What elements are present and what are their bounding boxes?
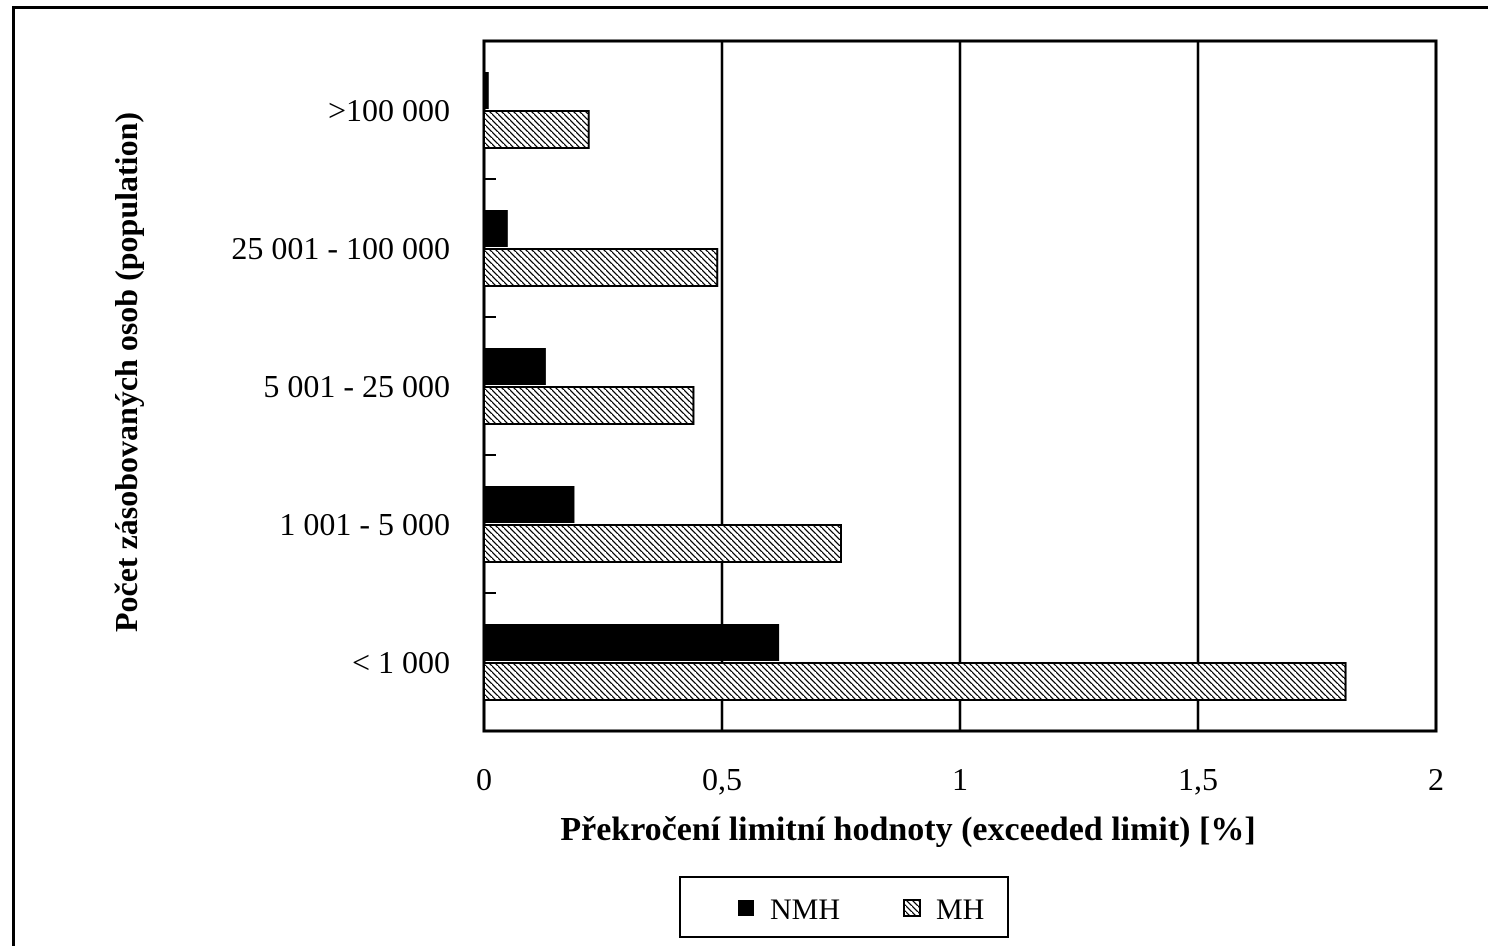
legend-box bbox=[679, 876, 1009, 938]
x-tick-label: 2 bbox=[1428, 761, 1444, 797]
legend-label-mh: MH bbox=[936, 893, 984, 926]
bar-nmh bbox=[484, 72, 489, 109]
y-tick-labels: >100 000 25 001 - 100 000 5 001 - 25 000 1 … bbox=[231, 92, 450, 680]
bar-nmh bbox=[484, 486, 575, 523]
bar-mh bbox=[483, 248, 719, 287]
y-tick-label: < 1 000 bbox=[352, 644, 450, 680]
y-tick-marks bbox=[484, 178, 496, 594]
legend: NMH MH bbox=[679, 876, 1009, 938]
figure-frame bbox=[12, 6, 1488, 946]
legend-swatch-nmh bbox=[738, 900, 754, 916]
bar-nmh bbox=[484, 210, 508, 247]
x-tick-label: 0 bbox=[476, 761, 492, 797]
bars bbox=[483, 72, 1347, 701]
x-axis-title: Překročení limitní hodnoty (exceeded lim… bbox=[560, 811, 1255, 848]
y-tick-label: >100 000 bbox=[328, 92, 450, 128]
bar-nmh bbox=[484, 348, 546, 385]
x-tick-labels: 0 0,5 1 1,5 2 bbox=[476, 761, 1444, 797]
legend-label-nmh: NMH bbox=[770, 893, 840, 926]
y-tick-label: 5 001 - 25 000 bbox=[263, 368, 450, 404]
bar-mh bbox=[483, 110, 590, 149]
bar-mh bbox=[483, 524, 842, 563]
y-tick-label: 1 001 - 5 000 bbox=[279, 506, 450, 542]
y-axis-title: Počet zásobovaných osob (population) bbox=[108, 112, 144, 632]
legend-swatch-mh bbox=[903, 899, 921, 917]
bar-mh bbox=[483, 386, 695, 425]
x-tick-label: 0,5 bbox=[702, 761, 742, 797]
y-tick-label: 25 001 - 100 000 bbox=[231, 230, 450, 266]
grid-lines bbox=[720, 41, 1200, 731]
x-tick-label: 1,5 bbox=[1178, 761, 1218, 797]
bar-mh bbox=[483, 662, 1347, 701]
bar-nmh bbox=[484, 624, 780, 661]
x-tick-label: 1 bbox=[952, 761, 968, 797]
